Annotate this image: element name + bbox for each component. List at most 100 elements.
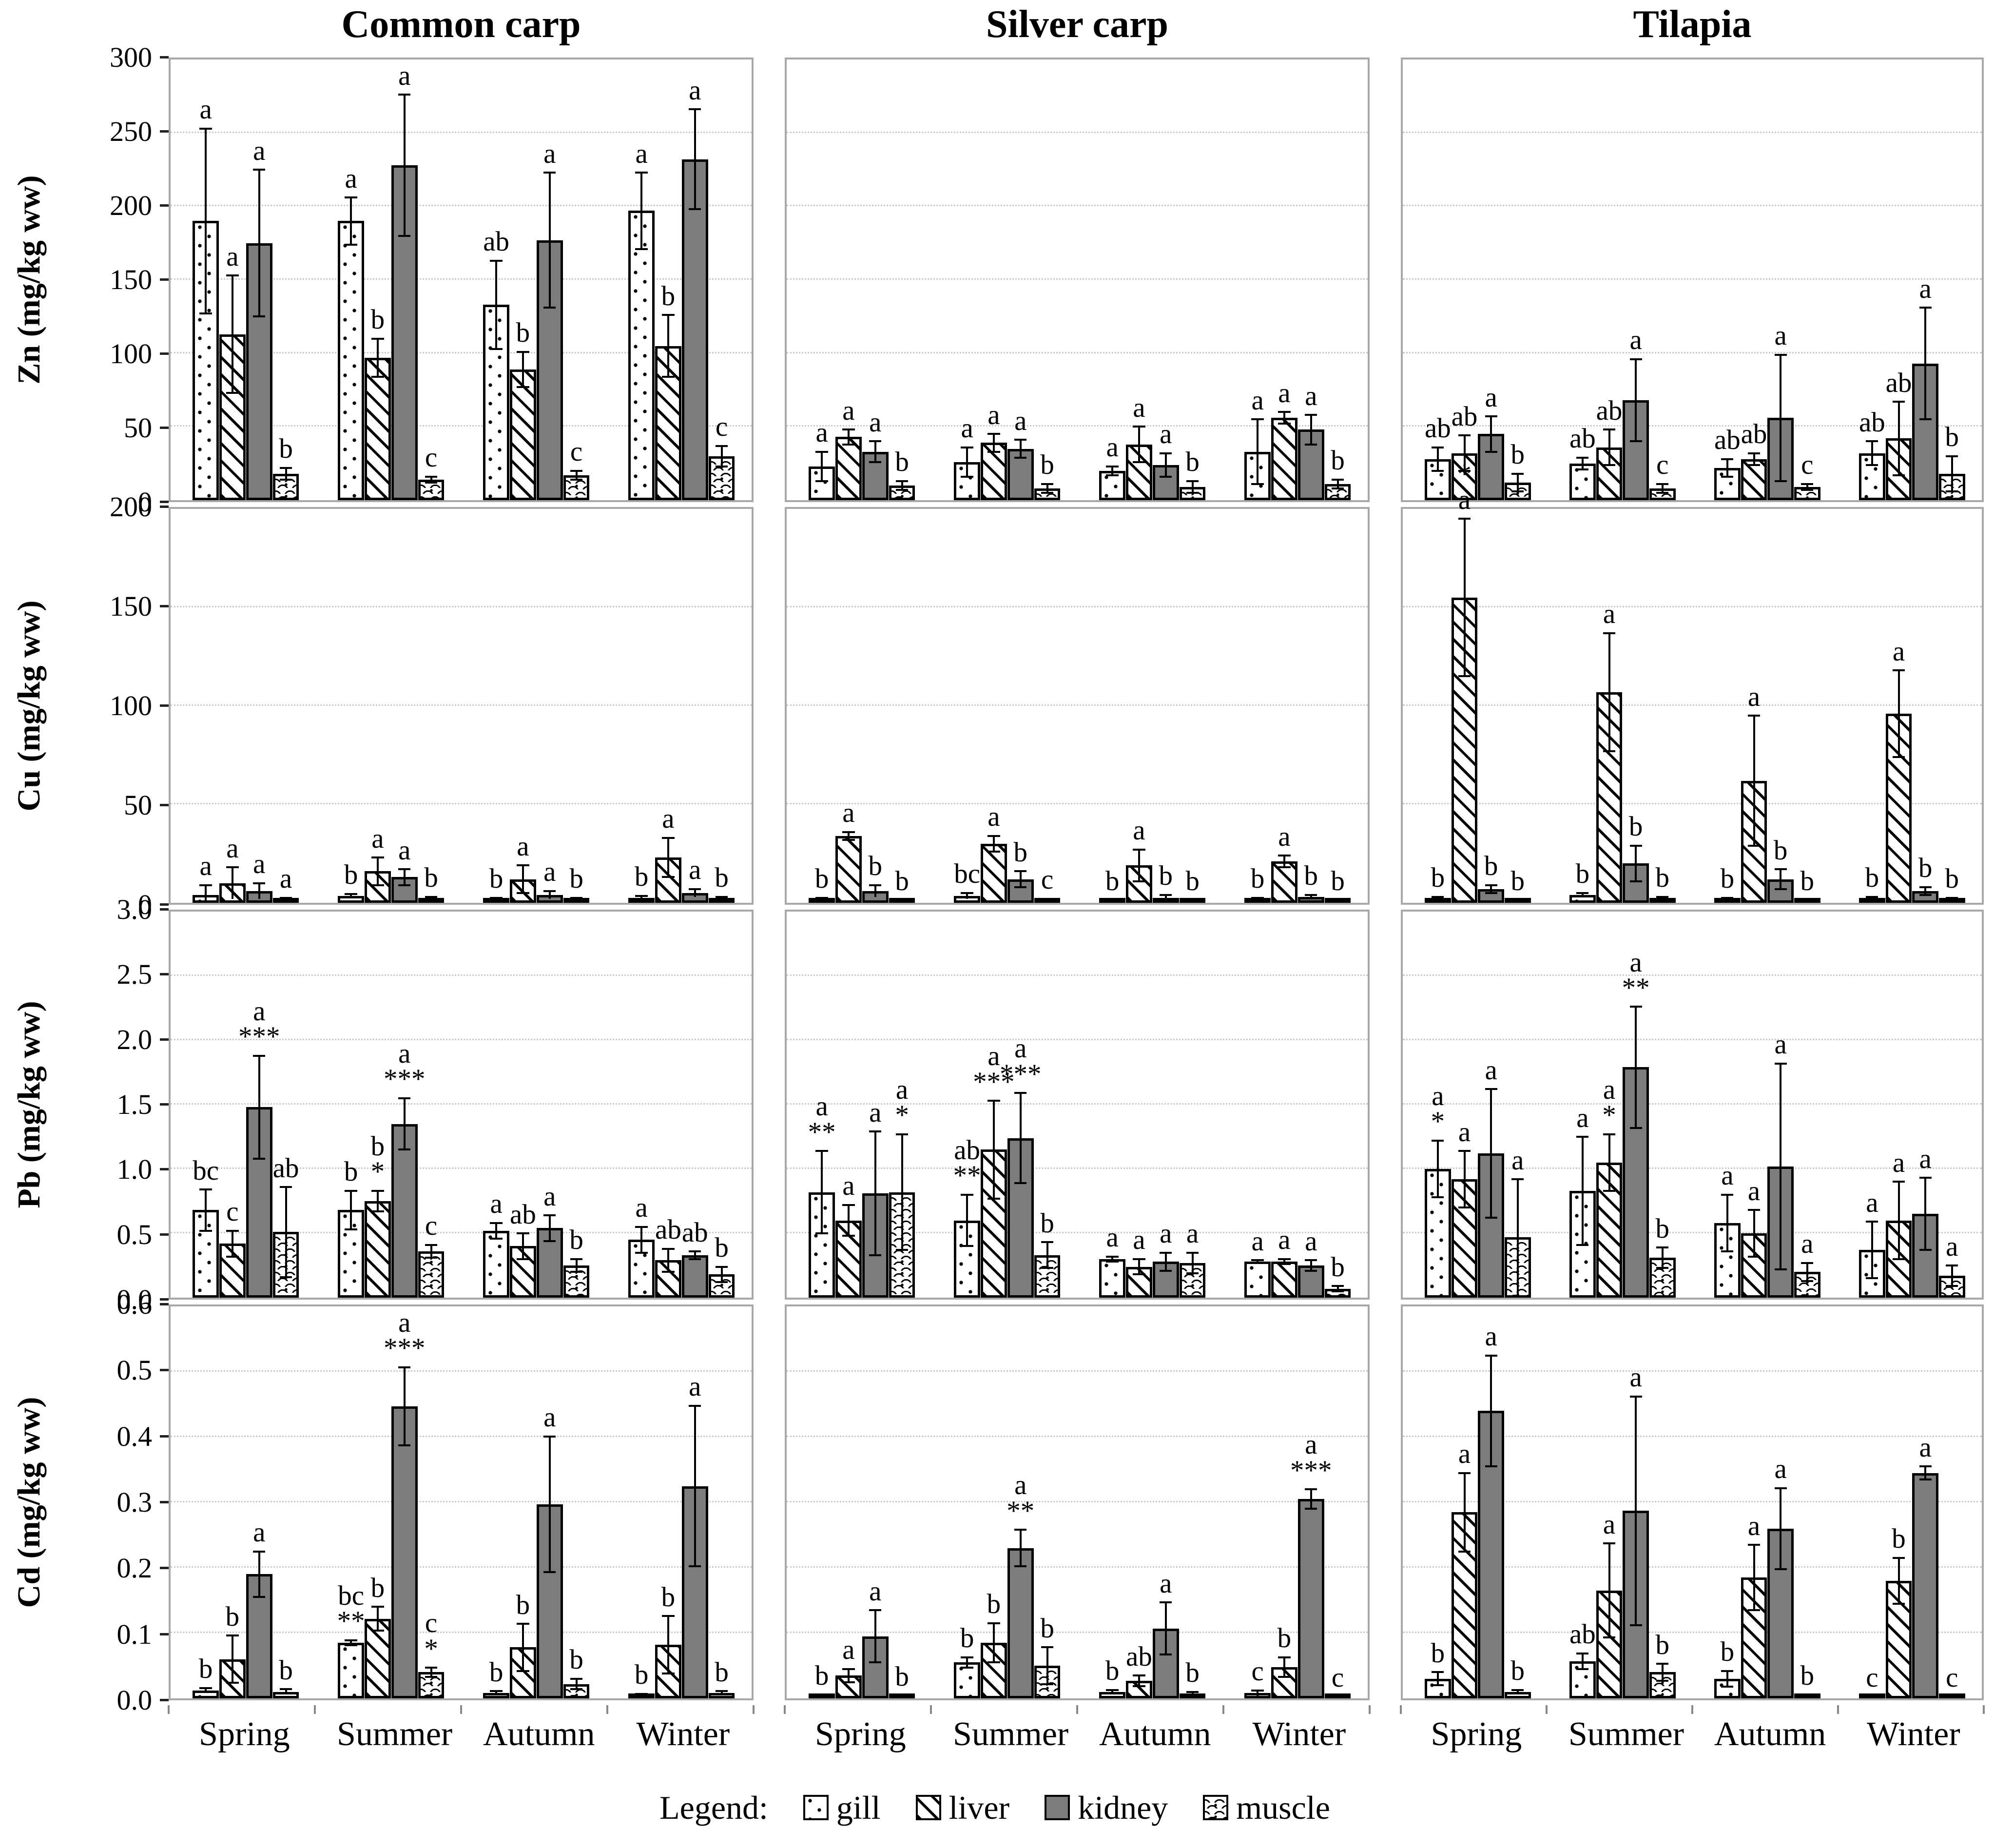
bar-group-kidney: a: [536, 912, 563, 1298]
error-bar: [1780, 869, 1782, 889]
bar-group-gill: a: [483, 912, 510, 1298]
bar-group-kidney: ab: [681, 912, 708, 1298]
bar-group-gill: b: [1099, 1306, 1126, 1698]
error-bar: [1951, 1265, 1953, 1286]
sig-label: b: [1557, 860, 1608, 888]
sig-label-line: a: [1629, 1362, 1642, 1393]
error-bar-cap-top: [425, 895, 438, 898]
bar-group-kidney: b: [1297, 509, 1324, 903]
error-bar-cap-top: [1801, 898, 1814, 901]
sig-label: b: [616, 1661, 667, 1689]
error-bar: [1019, 440, 1022, 458]
sig-label-line: a: [226, 241, 239, 272]
error-bar-cap-top: [1774, 868, 1787, 871]
gridline: [171, 131, 752, 133]
season-label-autumn: Autumn: [483, 1715, 595, 1753]
x-axis-tick: [1837, 1705, 1839, 1714]
error-bar: [1490, 885, 1492, 893]
error-bar-cap-top: [662, 314, 675, 316]
error-bar: [1310, 895, 1312, 899]
cluster-spring: a a a b: [193, 59, 299, 500]
cluster-spring: bc c a *** ab: [193, 912, 299, 1298]
bar-zn-tilapia-winter-kidney: [1912, 363, 1938, 500]
error-bar-cap-top: [1629, 1006, 1642, 1008]
error-bar-cap-bottom: [1774, 1568, 1787, 1570]
sig-label: a: [1466, 1323, 1517, 1350]
error-bar: [901, 899, 903, 902]
bar-group-liver: ab: [1741, 59, 1767, 500]
error-bar-cap-top: [689, 1404, 701, 1407]
sig-label-line: a: [543, 1181, 556, 1212]
gridline: [787, 278, 1368, 280]
bar-group-gill: a: [628, 59, 655, 500]
error-bar-cap-bottom: [199, 1229, 212, 1232]
error-bar-cap-top: [279, 467, 292, 469]
sig-label: a: [1584, 1511, 1635, 1538]
sig-label-line: a: [842, 1634, 855, 1666]
error-bar-cap-top: [1186, 1691, 1199, 1693]
y-tick-mark: [160, 804, 169, 806]
error-bar-cap-top: [490, 1222, 503, 1224]
error-bar-cap-top: [199, 1188, 212, 1191]
sig-label-line: a: [1014, 1470, 1027, 1501]
error-bar-cap-bottom: [1458, 1550, 1471, 1553]
gridline: [171, 1436, 752, 1438]
error-bar-cap-top: [1747, 1544, 1761, 1546]
y-tick-label: 200: [110, 491, 152, 523]
error-bar-cap-bottom: [398, 234, 411, 237]
error-bar: [1138, 1675, 1140, 1686]
bar-group-muscle: b: [1504, 509, 1531, 903]
bar-group-kidney: a: [1767, 912, 1794, 1298]
error-bar-cap-bottom: [1892, 1258, 1905, 1260]
bar-group-muscle: b: [563, 912, 590, 1298]
error-bar: [640, 1226, 643, 1253]
y-tick-label: 50: [124, 789, 152, 821]
error-bar-cap-top: [842, 428, 855, 431]
sig-label: ab: [260, 1154, 311, 1182]
error-bar-cap-bottom: [1603, 1189, 1616, 1192]
error-bar: [522, 1233, 524, 1259]
sig-label-line: b: [1800, 865, 1815, 896]
sig-label: b: [876, 1663, 928, 1691]
error-bar-cap-bottom: [1774, 888, 1787, 890]
error-bar-cap-bottom: [1278, 1263, 1291, 1265]
legend-item-liver: liver: [915, 1789, 1009, 1827]
error-bar-cap-bottom: [961, 475, 973, 478]
bar-group-gill: b: [338, 509, 365, 903]
gridline: [171, 1039, 752, 1041]
error-bar-cap-top: [1278, 1656, 1291, 1658]
sig-label: b: [260, 1656, 311, 1684]
error-bar: [1951, 897, 1953, 902]
bar-cd-silver-carp-spring-muscle: [889, 1693, 915, 1698]
species-title-common-carp: Common carp: [341, 3, 581, 46]
error-bar: [1581, 1653, 1584, 1669]
error-bar-cap-top: [662, 836, 675, 839]
error-bar: [874, 1131, 876, 1255]
error-bar-cap-top: [425, 475, 438, 478]
error-bar: [1635, 1007, 1637, 1128]
error-bar: [548, 1436, 551, 1573]
sig-label: ab: [1702, 426, 1753, 454]
error-bar-cap-bottom: [689, 1565, 701, 1568]
sig-label-line: a: [398, 60, 411, 91]
sig-label-line: bc: [338, 1580, 364, 1611]
bar-group-muscle: b: [1938, 59, 1965, 500]
error-bar-cap-bottom: [635, 1251, 648, 1254]
error-bar-cap-bottom: [1432, 1684, 1444, 1687]
error-bar-cap-bottom: [543, 1571, 556, 1574]
season-label-autumn: Autumn: [1099, 1715, 1211, 1753]
error-bar-cap-bottom: [1014, 886, 1027, 888]
gridline: [787, 205, 1368, 207]
sig-label-line: b: [569, 1644, 583, 1675]
error-bar: [1516, 473, 1519, 491]
bar-group-kidney: b: [1912, 509, 1939, 903]
bar-group-gill: bc **: [337, 1306, 365, 1698]
error-bar-cap-top: [815, 450, 828, 453]
sig-label: b: [1492, 1657, 1543, 1685]
sig-label: ab: [1584, 397, 1635, 425]
bar-group-kidney: a: [862, 912, 889, 1298]
x-axis-tick: [1369, 1705, 1371, 1714]
y-tick-label: 3.0: [116, 894, 153, 925]
